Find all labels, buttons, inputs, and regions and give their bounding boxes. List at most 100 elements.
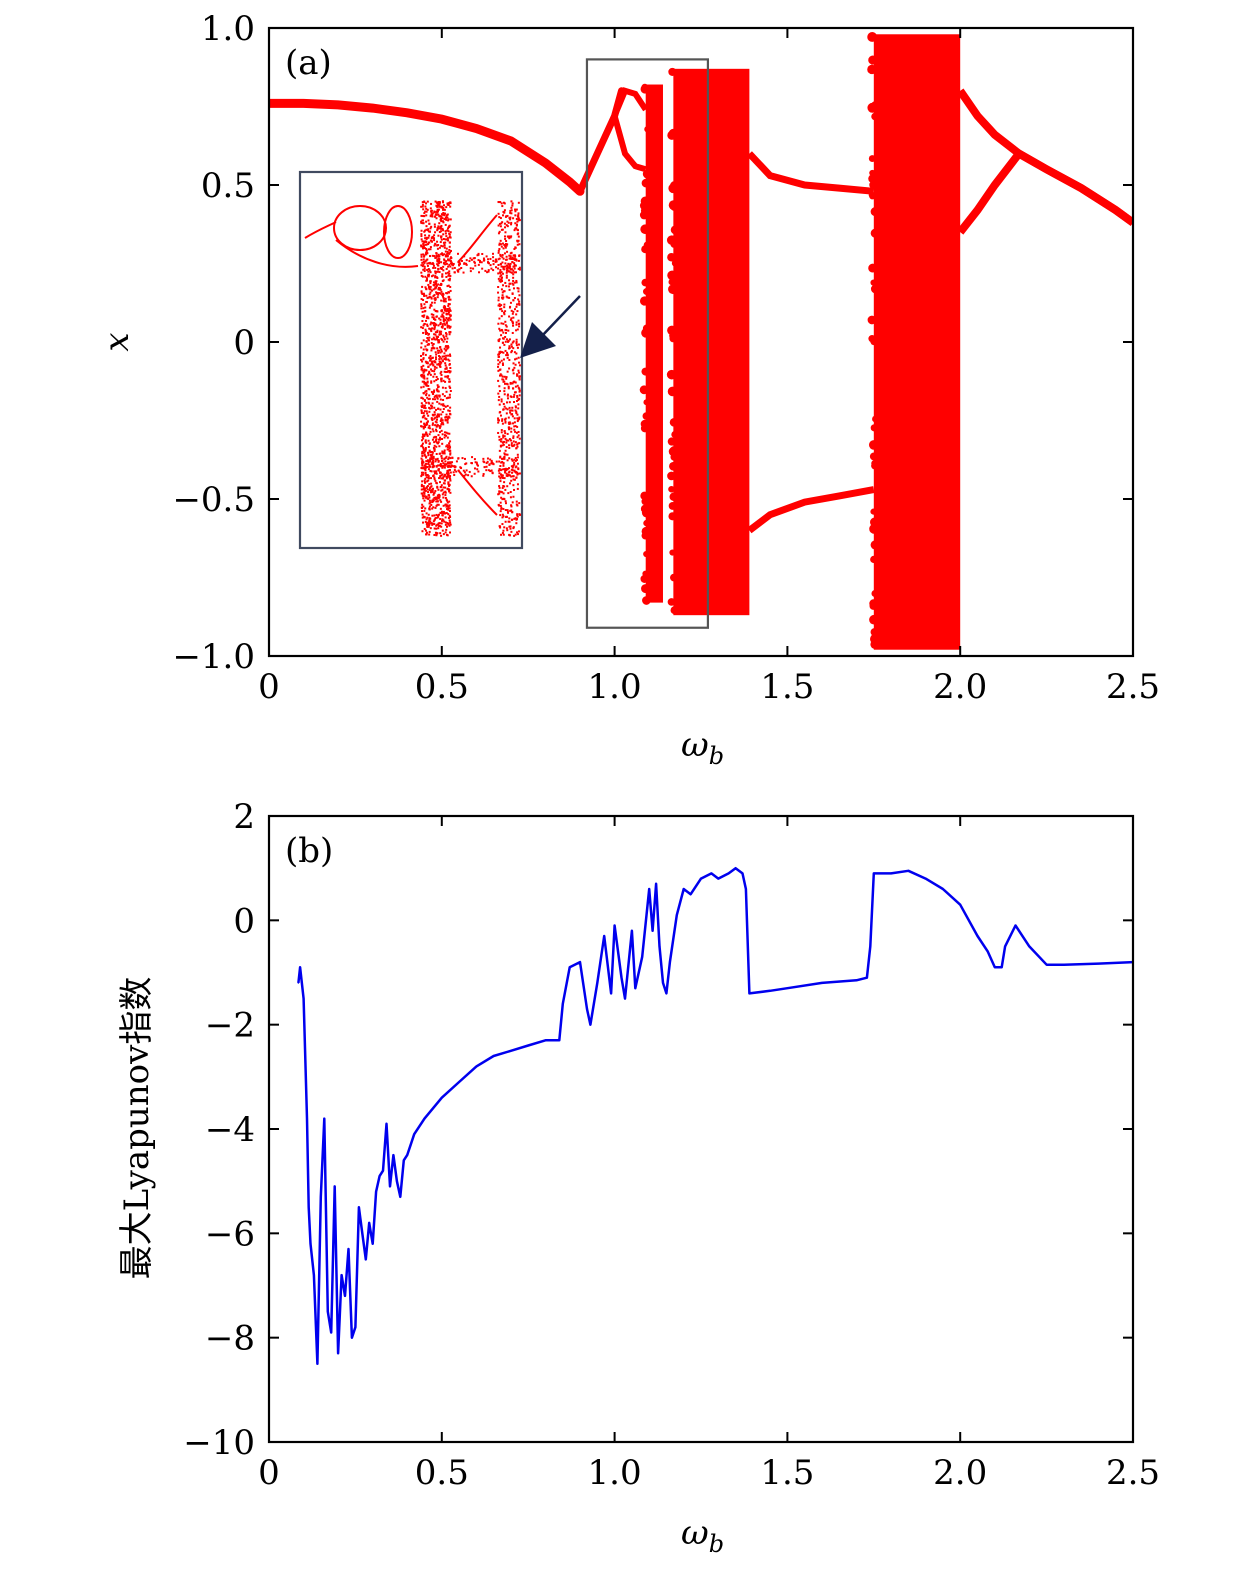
inset-point bbox=[443, 395, 446, 398]
inset-point bbox=[448, 248, 451, 251]
lyapunov-point bbox=[320, 1196, 322, 1198]
inset-point bbox=[437, 234, 440, 237]
inset-point bbox=[420, 439, 423, 442]
inset-point bbox=[504, 310, 507, 313]
inset-point bbox=[430, 458, 433, 461]
inset-point bbox=[422, 374, 425, 377]
inset-point bbox=[436, 424, 439, 427]
inset-point bbox=[443, 246, 446, 249]
inset-point bbox=[512, 395, 515, 398]
inset-point bbox=[442, 201, 445, 204]
inset-point bbox=[509, 267, 512, 270]
inset-point bbox=[444, 367, 447, 370]
inset-point bbox=[501, 375, 504, 378]
inset-point bbox=[435, 335, 438, 338]
inset-point bbox=[428, 530, 431, 533]
inset-point bbox=[514, 441, 517, 444]
inset-point bbox=[449, 249, 452, 252]
inset-point bbox=[492, 263, 495, 266]
inset-point bbox=[515, 305, 518, 308]
lyapunov-point bbox=[413, 1133, 415, 1136]
inset-point bbox=[436, 414, 439, 417]
inset-point bbox=[513, 470, 516, 473]
inset-point bbox=[476, 463, 479, 466]
inset-point bbox=[422, 385, 425, 388]
inset-point bbox=[444, 356, 447, 359]
inset-point bbox=[425, 460, 428, 463]
inset-point bbox=[463, 255, 466, 258]
inset-point bbox=[445, 312, 448, 315]
inset-point bbox=[444, 364, 447, 367]
inset-point bbox=[510, 271, 513, 274]
inset-point bbox=[436, 349, 439, 352]
inset-point bbox=[434, 298, 437, 301]
inset-point bbox=[433, 301, 436, 304]
inset-point bbox=[447, 252, 450, 255]
inset-point bbox=[423, 230, 426, 233]
inset-point bbox=[500, 245, 503, 248]
inset-point bbox=[435, 394, 438, 397]
inset-point bbox=[427, 525, 430, 528]
inset-point bbox=[510, 475, 513, 478]
inset-point bbox=[422, 258, 425, 261]
bifurcation-plot bbox=[269, 31, 1133, 650]
inset-point bbox=[502, 351, 505, 354]
inset-point bbox=[429, 469, 432, 472]
inset-point bbox=[499, 308, 502, 311]
inset-point bbox=[428, 505, 431, 508]
inset-point bbox=[434, 282, 437, 285]
inset-point bbox=[427, 445, 430, 448]
inset-point bbox=[449, 285, 452, 288]
inset-point bbox=[505, 407, 508, 410]
inset-point bbox=[444, 464, 447, 467]
inset-point bbox=[420, 291, 423, 294]
inset-point bbox=[497, 431, 500, 434]
inset-point bbox=[424, 275, 427, 278]
inset-point bbox=[489, 257, 492, 260]
inset-point bbox=[429, 282, 432, 285]
inset-point bbox=[516, 514, 519, 517]
inset-point bbox=[498, 303, 501, 306]
inset-point bbox=[472, 267, 475, 270]
inset-point bbox=[434, 287, 437, 290]
inset-point bbox=[424, 382, 427, 385]
inset-point bbox=[473, 458, 476, 461]
inset-point bbox=[424, 439, 427, 442]
inset-point bbox=[439, 241, 442, 244]
inset-point bbox=[500, 334, 503, 337]
inset-point bbox=[514, 385, 517, 388]
inset-point bbox=[436, 496, 439, 499]
inset-point bbox=[429, 248, 432, 251]
inset-point bbox=[426, 297, 429, 300]
inset-point bbox=[440, 268, 443, 271]
inset-point bbox=[437, 441, 440, 444]
inset-point bbox=[511, 202, 514, 205]
inset-point bbox=[431, 487, 434, 490]
inset-point bbox=[514, 246, 517, 249]
inset-point bbox=[432, 474, 435, 477]
inset-point bbox=[517, 290, 520, 293]
inset-point bbox=[512, 440, 515, 443]
inset-point bbox=[505, 276, 508, 279]
inset-point bbox=[433, 365, 436, 368]
inset-point bbox=[429, 454, 432, 457]
inset-point bbox=[443, 309, 446, 312]
inset-point bbox=[517, 371, 520, 374]
inset-point bbox=[502, 408, 505, 411]
inset-point bbox=[514, 533, 517, 536]
inset-point bbox=[447, 488, 450, 491]
inset-point bbox=[449, 446, 452, 449]
inset-zoom bbox=[298, 170, 524, 550]
inset-point bbox=[501, 261, 504, 264]
inset-point bbox=[465, 263, 468, 266]
inset-point bbox=[423, 265, 426, 268]
inset-point bbox=[427, 317, 430, 320]
inset-point bbox=[504, 324, 507, 327]
inset-point bbox=[433, 360, 436, 363]
inset-point bbox=[444, 297, 447, 300]
inset-point bbox=[441, 437, 444, 440]
inset-point bbox=[445, 463, 448, 466]
inset-point bbox=[438, 355, 441, 358]
inset-point bbox=[446, 417, 449, 420]
inset-point bbox=[428, 460, 431, 463]
